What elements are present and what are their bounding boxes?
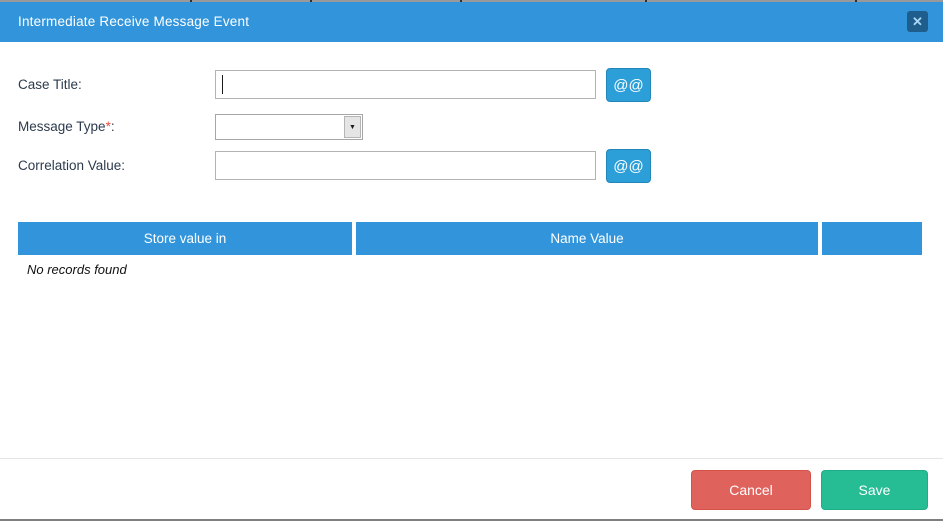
table-column-name-value: Name Value bbox=[356, 222, 818, 255]
message-type-select-native[interactable] bbox=[216, 115, 362, 139]
case-title-at-button[interactable]: @@ bbox=[606, 68, 651, 102]
artifact-tick bbox=[190, 0, 192, 2]
bottom-edge-line bbox=[0, 519, 943, 521]
artifact-tick bbox=[645, 0, 647, 2]
artifact-tick bbox=[460, 0, 462, 2]
required-asterisk: * bbox=[105, 119, 111, 134]
save-button[interactable]: Save bbox=[821, 470, 928, 510]
modal-title: Intermediate Receive Message Event bbox=[18, 14, 250, 29]
message-type-select[interactable]: ▼ bbox=[215, 114, 363, 140]
text-caret bbox=[222, 75, 223, 94]
cancel-button[interactable]: Cancel bbox=[691, 470, 811, 510]
close-icon[interactable]: ✕ bbox=[907, 11, 928, 32]
background-page-artifact bbox=[0, 0, 943, 2]
table-column-actions bbox=[822, 222, 922, 255]
correlation-value-input[interactable] bbox=[215, 151, 596, 180]
modal-header: Intermediate Receive Message Event ✕ bbox=[0, 2, 943, 42]
artifact-tick bbox=[310, 0, 312, 2]
table-header: Store value in Name Value bbox=[18, 222, 922, 255]
correlation-value-at-button[interactable]: @@ bbox=[606, 149, 651, 183]
footer-divider bbox=[0, 458, 943, 459]
artifact-tick bbox=[855, 0, 857, 2]
case-title-input[interactable] bbox=[215, 70, 596, 99]
case-title-label: Case Title: bbox=[18, 77, 82, 92]
table-column-store-value-in: Store value in bbox=[18, 222, 352, 255]
no-records-message: No records found bbox=[27, 262, 127, 277]
correlation-value-label: Correlation Value: bbox=[18, 158, 126, 173]
message-type-label: Message Type*: bbox=[18, 119, 115, 134]
